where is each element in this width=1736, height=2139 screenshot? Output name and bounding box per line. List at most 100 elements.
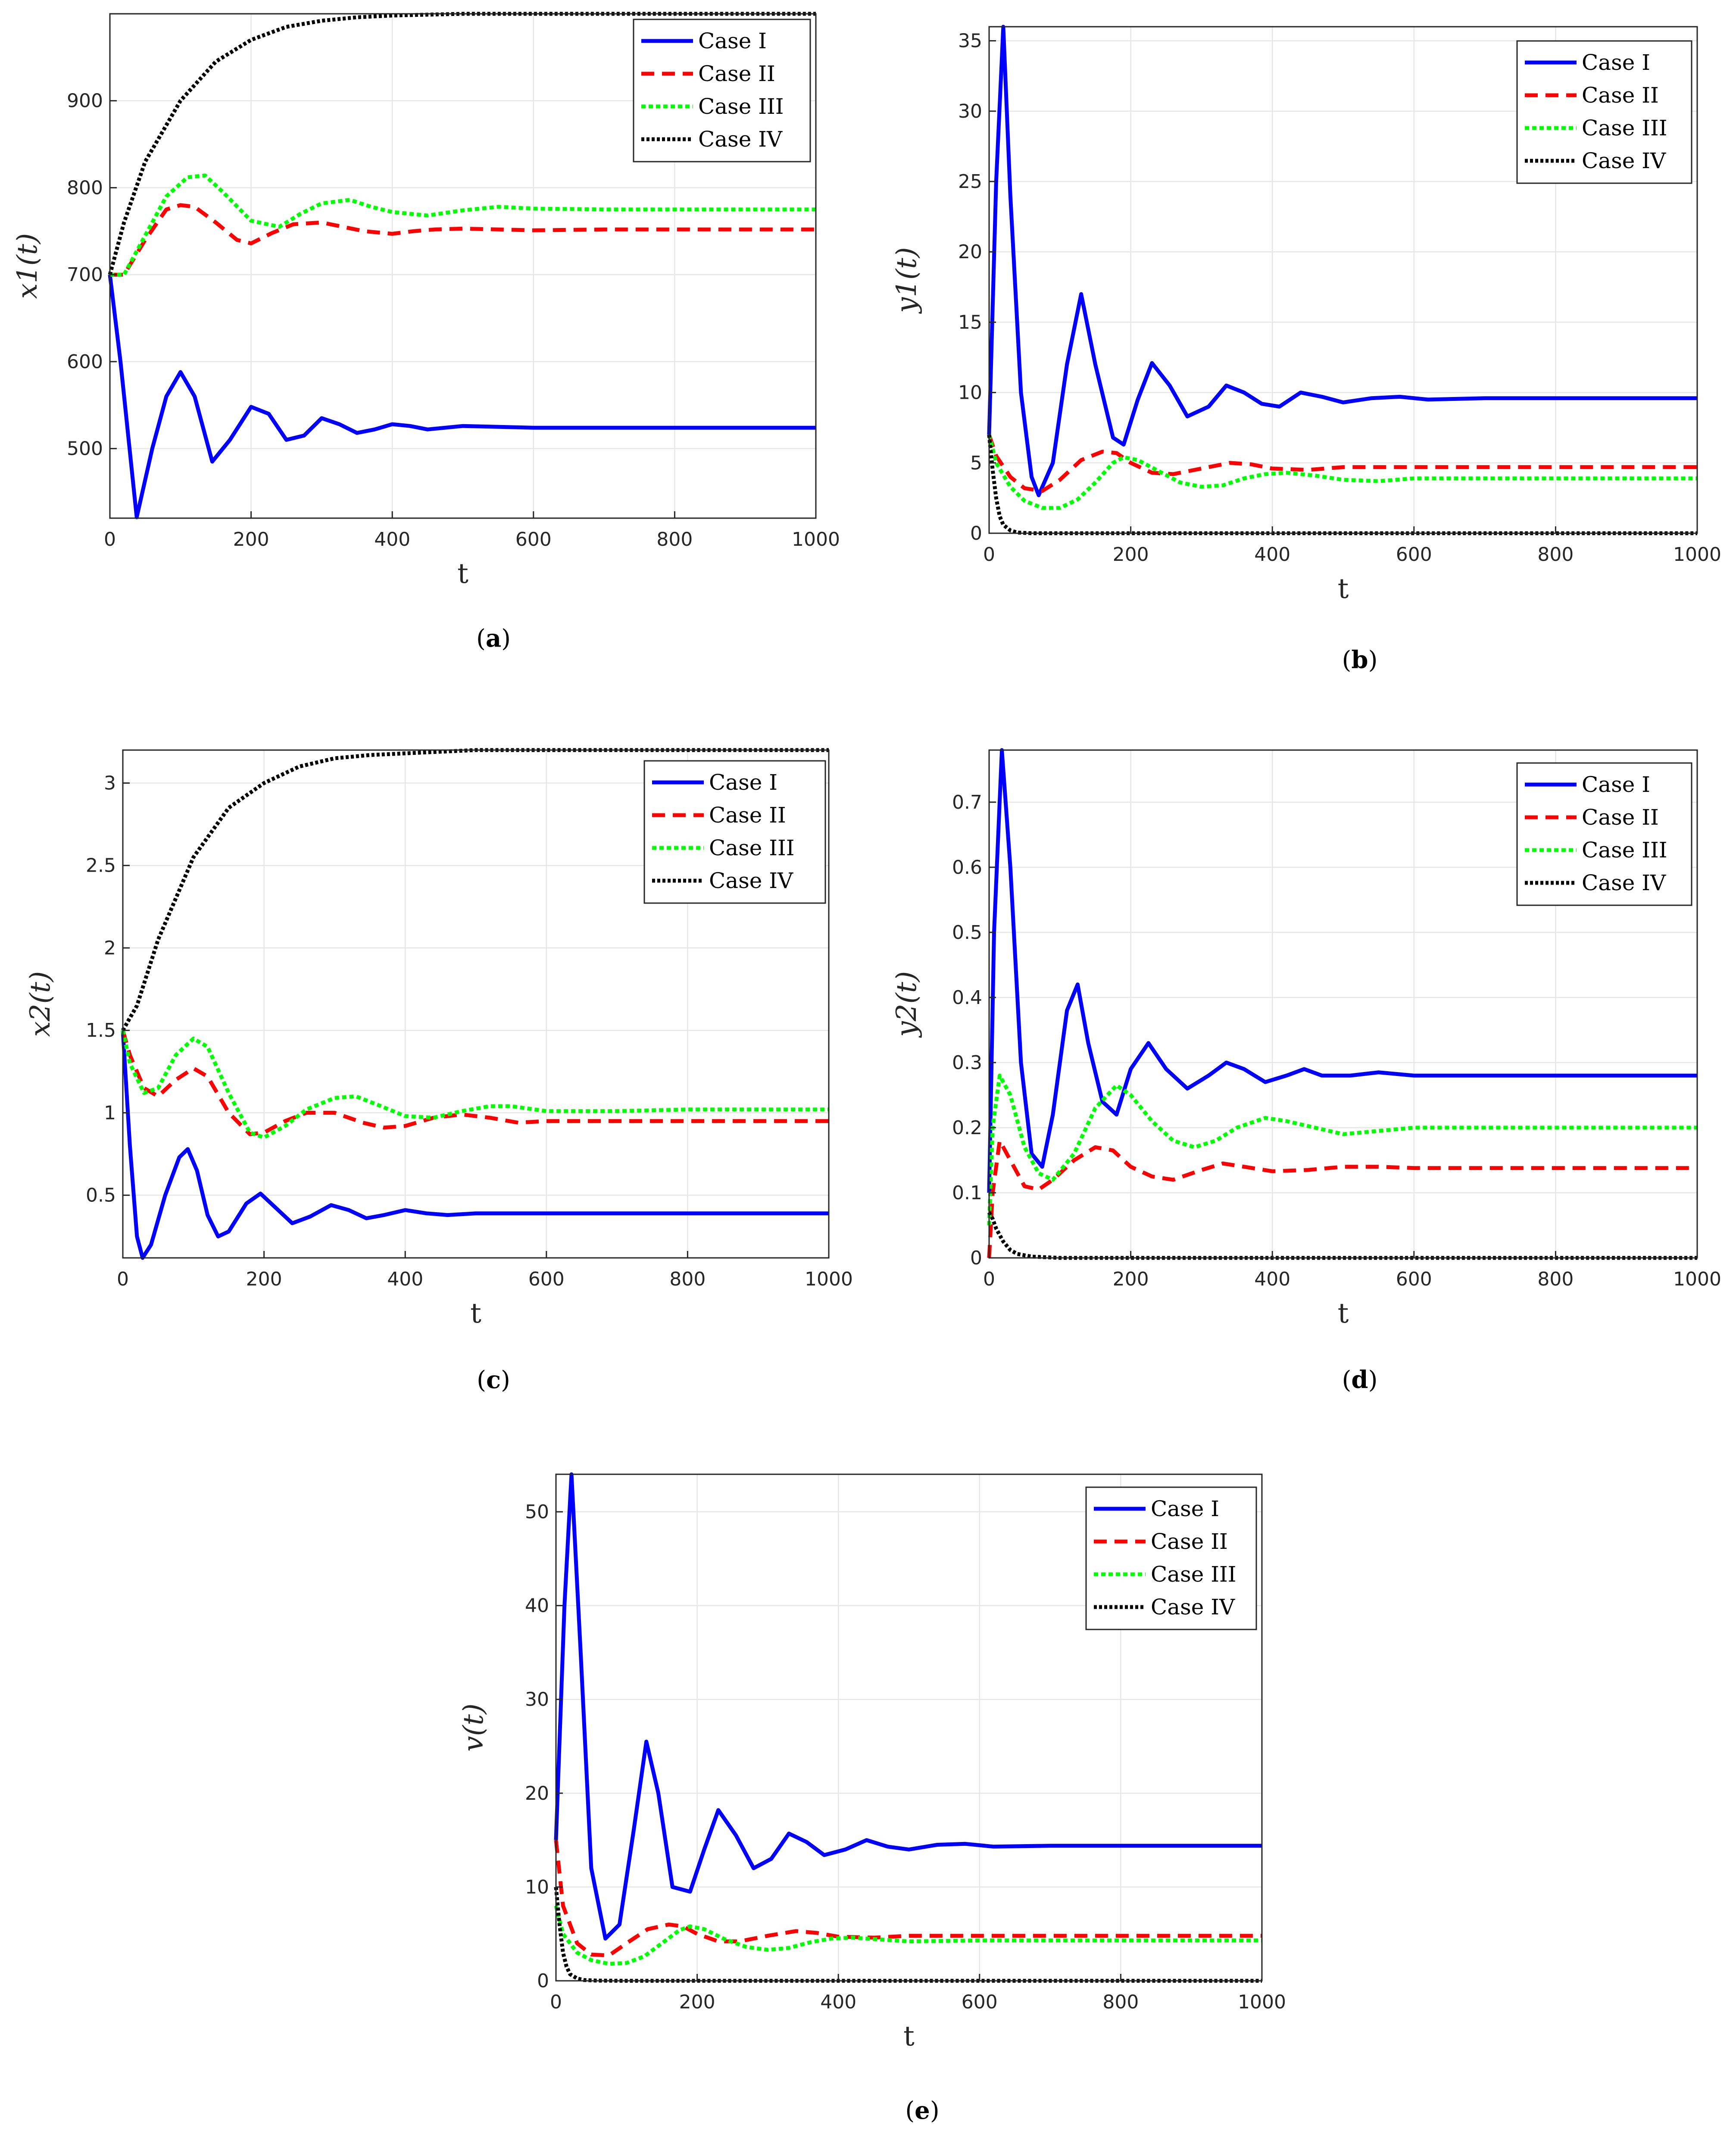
x-tick-label: 0: [983, 1268, 995, 1290]
legend-label-case-2: Case II: [709, 803, 786, 828]
x-tick-label: 600: [962, 1991, 998, 2013]
legend-box: [1085, 1486, 1257, 1630]
legend-label-case-2: Case II: [698, 61, 775, 86]
x-tick-label: 0: [983, 544, 995, 566]
axes-box: [988, 749, 1698, 1259]
y-axis-label: x2(t): [25, 971, 56, 1037]
legend-label-case-3: Case III: [1151, 1562, 1236, 1587]
axes-box: [555, 1473, 1263, 1982]
y-tick-label: 0.5: [86, 1185, 116, 1207]
legend-label-case-4: Case IV: [1151, 1595, 1235, 1620]
y-tick-label: 0.6: [952, 857, 982, 879]
y-axis-label: y2(t): [891, 971, 923, 1038]
x-axis-label: t: [903, 2020, 915, 2052]
legend-label-case-3: Case III: [709, 835, 794, 860]
panel-label: (e): [905, 2096, 939, 2125]
series-line-case-1: [121, 1030, 829, 1260]
x-tick-label: 200: [246, 1268, 282, 1290]
y-tick-label: 2: [104, 937, 116, 959]
legend: Case I Case II Case III Case IV: [1516, 40, 1692, 184]
chart-panel-c: 0 200 400 600 800 1000 0.5 1 1.5 2 2.5 3 t x2(t) Case …: [25, 748, 853, 1394]
legend-label-case-1: Case I: [1582, 50, 1650, 75]
y-tick-label: 1.5: [86, 1019, 116, 1041]
series-line-case-1: [987, 25, 1697, 497]
legend-label-case-4: Case IV: [698, 127, 783, 152]
legend-label-case-3: Case III: [1582, 838, 1667, 863]
y-axis-label: v(t): [458, 1704, 490, 1752]
y-tick-label: 50: [525, 1501, 549, 1523]
x-tick-label: 200: [1113, 544, 1149, 566]
legend-label-case-4: Case IV: [709, 868, 793, 893]
axes-box: [988, 26, 1698, 534]
y-tick-label: 0.2: [952, 1117, 982, 1139]
y-tick-label: 0.1: [952, 1182, 982, 1204]
chart-panel-a: 0 200 400 600 800 1000 500 600 700 800 900 t x1(t) Ca…: [12, 12, 840, 653]
panel-label: (d): [1342, 1366, 1378, 1394]
x-tick-label: 600: [528, 1268, 565, 1290]
y-axis-label: y1(t): [891, 247, 923, 314]
x-tick-label: 0: [117, 1268, 129, 1290]
series-line-case-3: [121, 1030, 829, 1140]
y-tick-label: 0: [537, 1970, 549, 1992]
x-axis-label: t: [1338, 1298, 1349, 1329]
series-line-case-3: [987, 434, 1697, 510]
panel-label: (b): [1342, 646, 1378, 674]
x-tick-label: 400: [820, 1991, 856, 2013]
legend-label-case-3: Case III: [698, 94, 784, 119]
x-tick-label: 1000: [1673, 1268, 1721, 1290]
y-tick-label: 1: [104, 1102, 116, 1124]
y-tick-label: 20: [525, 1782, 549, 1804]
x-tick-label: 400: [1254, 1268, 1290, 1290]
x-tick-label: 400: [374, 528, 410, 550]
y-tick-label: 0.7: [952, 791, 982, 813]
y-tick-label: 2.5: [86, 855, 116, 877]
legend-label-case-1: Case I: [1582, 772, 1650, 797]
panel-label: (c): [477, 1366, 510, 1394]
legend-label-case-1: Case I: [709, 770, 777, 795]
x-tick-label: 600: [515, 528, 552, 550]
x-tick-label: 800: [656, 528, 693, 550]
y-tick-label: 30: [958, 100, 982, 122]
series-line-case-3: [110, 173, 816, 277]
x-axis-label: t: [470, 1298, 481, 1329]
axes-box: [122, 749, 830, 1259]
legend: Case I Case II Case III Case IV: [1085, 1486, 1257, 1630]
y-tick-label: 3: [104, 772, 116, 794]
y-tick-label: 0.3: [952, 1052, 982, 1074]
axes-box: [109, 13, 817, 519]
x-tick-label: 600: [1396, 1268, 1432, 1290]
x-tick-label: 200: [233, 528, 269, 550]
y-tick-label: 10: [525, 1876, 549, 1898]
legend-label-case-3: Case III: [1582, 116, 1667, 141]
x-tick-label: 0: [550, 1991, 562, 2013]
x-axis-label: t: [1338, 573, 1349, 605]
x-tick-label: 800: [1537, 1268, 1574, 1290]
x-tick-label: 200: [1113, 1268, 1149, 1290]
y-tick-label: 10: [958, 382, 982, 404]
series-line-case-4: [121, 748, 829, 1032]
y-tick-label: 900: [67, 90, 103, 112]
x-tick-label: 400: [1254, 544, 1290, 566]
series-line-case-2: [987, 434, 1697, 493]
y-tick-label: 0: [970, 522, 982, 544]
y-tick-label: 500: [67, 438, 103, 460]
legend: Case I Case II Case III Case IV: [643, 760, 826, 904]
x-tick-label: 800: [669, 1268, 706, 1290]
x-axis-label: t: [457, 558, 468, 590]
legend-label-case-1: Case I: [698, 28, 767, 53]
x-tick-label: 800: [1537, 544, 1574, 566]
y-tick-label: 15: [958, 311, 982, 333]
series-line-case-1: [108, 274, 816, 519]
series-line-case-1: [554, 1472, 1262, 1941]
x-tick-label: 800: [1102, 1991, 1139, 2013]
chart-panel-b: 0 200 400 600 800 1000 0 5 10 15 20 25 30 35 t y1(t) Cas…: [891, 25, 1721, 674]
series-line-case-3: [554, 1905, 1262, 1966]
series-line-case-1: [987, 748, 1697, 1193]
y-tick-label: 5: [970, 452, 982, 474]
legend-label-case-1: Case I: [1151, 1496, 1219, 1521]
legend-label-case-2: Case II: [1582, 805, 1659, 830]
legend-label-case-2: Case II: [1151, 1529, 1228, 1554]
legend: Case I Case II Case III Case IV: [1516, 762, 1692, 906]
